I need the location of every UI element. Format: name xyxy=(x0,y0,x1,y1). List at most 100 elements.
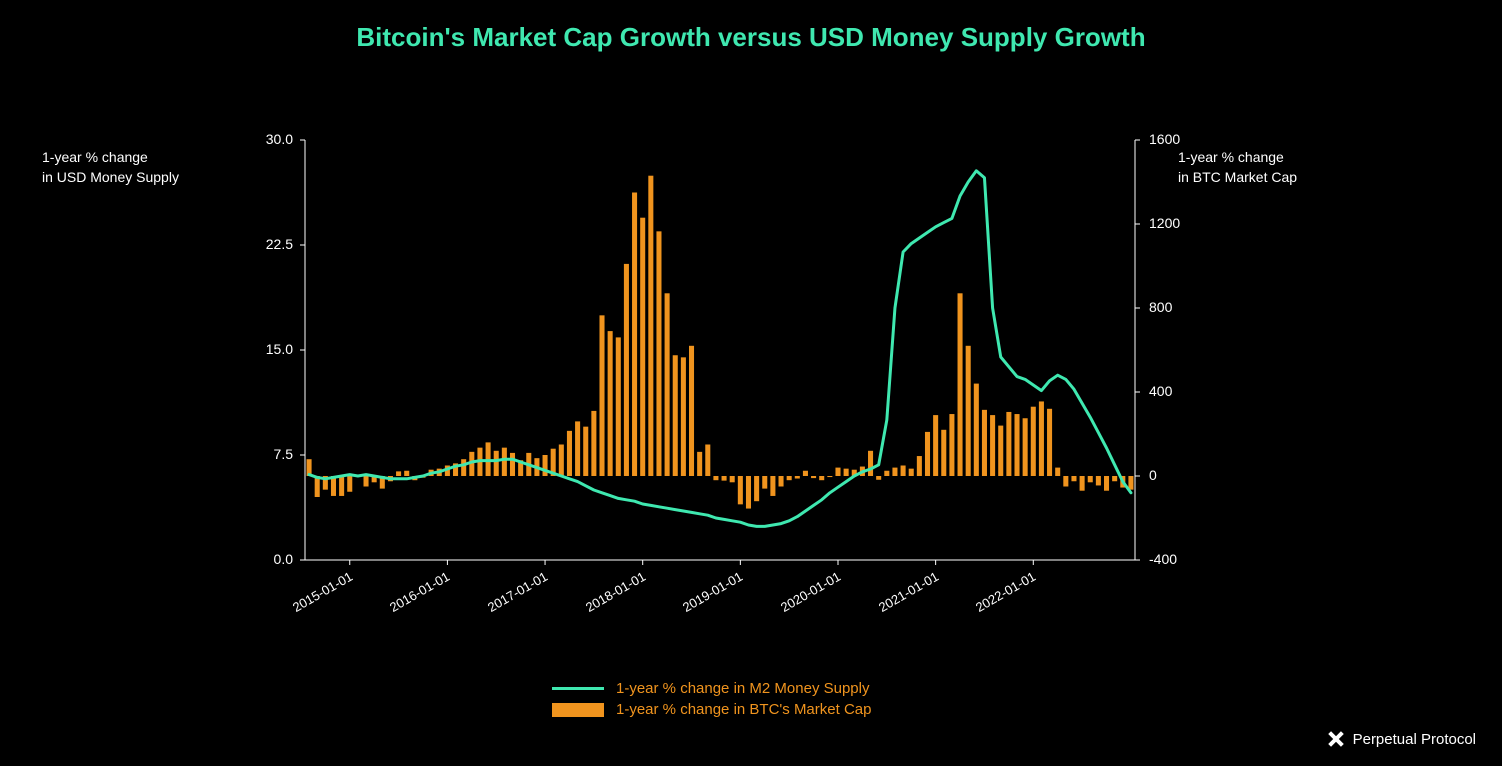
x-tick: 2015-01-01 xyxy=(290,569,355,615)
bar xyxy=(1088,476,1093,482)
bar xyxy=(510,453,515,476)
y-right-tick: 400 xyxy=(1149,383,1172,399)
bar xyxy=(648,176,653,476)
bar xyxy=(1023,418,1028,476)
bar xyxy=(599,315,604,476)
y-left-tick: 22.5 xyxy=(245,236,293,252)
chart-plot xyxy=(305,140,1135,560)
bar xyxy=(949,414,954,476)
y-right-tick: -400 xyxy=(1149,551,1177,567)
legend-label: 1-year % change in M2 Money Supply xyxy=(616,680,869,697)
bar xyxy=(722,476,727,481)
bar xyxy=(795,476,800,479)
bar xyxy=(583,427,588,476)
bar xyxy=(1112,476,1117,481)
bar xyxy=(982,410,987,476)
bar xyxy=(933,415,938,476)
y-left-tick: 30.0 xyxy=(245,131,293,147)
brand-badge: Perpetual Protocol xyxy=(1327,730,1476,748)
bar xyxy=(713,476,718,480)
bar xyxy=(998,426,1003,476)
x-tick: 2020-01-01 xyxy=(778,569,843,615)
x-tick: 2019-01-01 xyxy=(680,569,745,615)
bar xyxy=(575,421,580,476)
brand-text: Perpetual Protocol xyxy=(1353,731,1476,748)
bar xyxy=(835,468,840,476)
bar xyxy=(616,337,621,476)
chart-title: Bitcoin's Market Cap Growth versus USD M… xyxy=(0,22,1502,53)
bar xyxy=(909,469,914,476)
bar xyxy=(844,469,849,476)
bar xyxy=(1080,476,1085,491)
bar xyxy=(754,476,759,501)
legend-label: 1-year % change in BTC's Market Cap xyxy=(616,701,871,718)
bar xyxy=(1039,401,1044,476)
bar xyxy=(892,468,897,476)
bar xyxy=(1055,468,1060,476)
bar xyxy=(632,193,637,477)
y-right-tick: 1600 xyxy=(1149,131,1180,147)
bar xyxy=(697,452,702,476)
bar xyxy=(494,451,499,476)
bar xyxy=(608,331,613,476)
bar xyxy=(966,346,971,476)
x-tick: 2018-01-01 xyxy=(583,569,648,615)
bar xyxy=(917,456,922,476)
bar xyxy=(901,466,906,477)
bar xyxy=(827,476,832,477)
bar xyxy=(665,293,670,476)
bar xyxy=(1096,476,1101,485)
bar xyxy=(689,346,694,476)
bar xyxy=(559,445,564,477)
bar xyxy=(1104,476,1109,491)
bar xyxy=(1071,476,1076,481)
bar xyxy=(1047,409,1052,476)
bar xyxy=(364,476,369,487)
bar xyxy=(958,293,963,476)
bar xyxy=(656,231,661,476)
bar xyxy=(1063,476,1068,487)
bar xyxy=(640,218,645,476)
x-tick: 2017-01-01 xyxy=(485,569,550,615)
bar xyxy=(738,476,743,504)
x-tick: 2022-01-01 xyxy=(973,569,1038,615)
bar xyxy=(770,476,775,496)
bar xyxy=(811,476,816,478)
bar xyxy=(502,448,507,476)
y-left-tick: 15.0 xyxy=(245,341,293,357)
bar xyxy=(681,357,686,476)
legend-item: 1-year % change in BTC's Market Cap xyxy=(552,701,871,718)
bar xyxy=(1006,412,1011,476)
bar xyxy=(461,459,466,476)
x-tick: 2021-01-01 xyxy=(876,569,941,615)
bar xyxy=(746,476,751,509)
legend-item: 1-year % change in M2 Money Supply xyxy=(552,680,871,697)
bar xyxy=(868,451,873,476)
legend: 1-year % change in M2 Money Supply 1-year… xyxy=(552,680,871,718)
bar xyxy=(404,471,409,476)
left-axis-label: 1-year % change in USD Money Supply xyxy=(42,148,179,187)
bar xyxy=(730,476,735,482)
bar xyxy=(787,476,792,480)
brand-logo-icon xyxy=(1323,726,1348,751)
legend-bar-swatch xyxy=(552,703,604,717)
right-axis-label: 1-year % change in BTC Market Cap xyxy=(1178,148,1297,187)
bar xyxy=(803,471,808,476)
bar xyxy=(884,471,889,476)
y-right-tick: 0 xyxy=(1149,467,1157,483)
bar xyxy=(396,471,401,476)
bar xyxy=(762,476,767,489)
bar xyxy=(990,415,995,476)
bar xyxy=(1014,414,1019,476)
bar xyxy=(624,264,629,476)
bar xyxy=(591,411,596,476)
bar xyxy=(819,476,824,480)
bar xyxy=(543,455,548,476)
bar xyxy=(705,445,710,477)
y-right-tick: 1200 xyxy=(1149,215,1180,231)
y-left-tick: 0.0 xyxy=(245,551,293,567)
bar xyxy=(876,476,881,480)
legend-line-swatch xyxy=(552,687,604,690)
bar xyxy=(779,476,784,487)
bar xyxy=(925,432,930,476)
